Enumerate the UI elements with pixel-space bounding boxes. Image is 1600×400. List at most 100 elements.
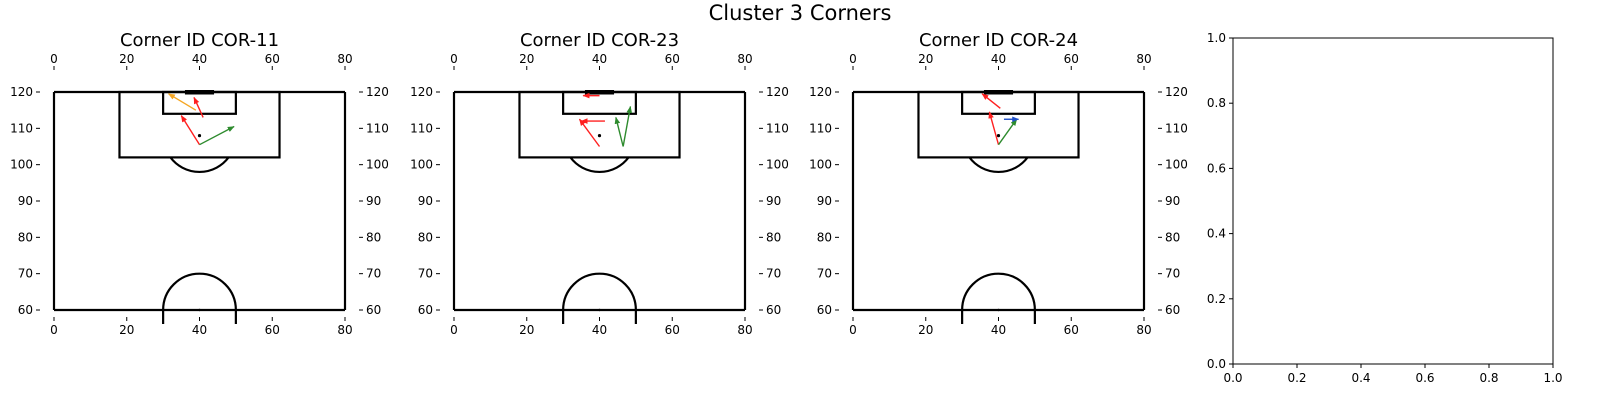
pass-arrow-red [180,115,201,146]
subplot-title: Corner ID COR-11 [120,30,279,51]
y-tick-label-left: 100 [809,158,832,172]
y-tick-label-left: 90 [817,194,832,208]
centre-spot [198,308,201,312]
y-tick-label-right: 60 [766,303,781,317]
pitch-subplot-2: Corner ID COR-23 0 0 20 20 40 40 60 60 80 80 60 60 70… [410,30,789,337]
y-tick-label-right: 120 [1165,85,1188,99]
y-tick-label: 0.2 [1207,292,1226,306]
pass-arrow-green [199,125,235,146]
figure-suptitle: Cluster 3 Corners [709,1,892,25]
centre-spot [997,308,1000,312]
penalty-spot [597,134,602,138]
x-tick-label-bottom: 80 [737,323,752,337]
y-tick-label-left: 70 [18,267,33,281]
x-tick-label-bottom: 60 [265,323,280,337]
pass-arrow-orange [167,93,197,111]
y-tick-label-right: 90 [766,194,781,208]
x-tick-label-bottom: 60 [665,323,680,337]
y-tick-label-left: 110 [410,121,433,135]
x-tick-label: 0.6 [1415,371,1434,385]
x-tick-label-bottom: 80 [1136,323,1151,337]
subplot-title: Corner ID COR-24 [919,30,1078,51]
x-tick-label-top: 80 [1136,52,1151,66]
y-tick-label-left: 80 [418,230,433,244]
y-tick-label-right: 90 [366,194,381,208]
x-tick-label-top: 80 [337,52,352,66]
x-tick-label-bottom: 20 [519,323,534,337]
pass-arrow-red [578,118,601,147]
y-tick-label-left: 90 [418,194,433,208]
y-tick-label-right: 90 [1165,194,1180,208]
y-tick-label-right: 60 [1165,303,1180,317]
empty-axes-frame [1232,37,1554,365]
pitch-markings [851,90,1146,324]
subplot-panels: Corner ID COR-11 0 0 20 20 40 40 60 60 80 80 60 60 70… [10,30,1562,385]
y-tick-label-right: 120 [366,85,389,99]
y-tick-label-right: 100 [366,158,389,172]
penalty-arc [569,156,630,174]
x-tick-label-bottom: 80 [337,323,352,337]
x-tick-label: 1.0 [1543,371,1562,385]
x-tick-label: 0.8 [1479,371,1498,385]
x-tick-label-top: 60 [265,52,280,66]
x-tick-label-bottom: 20 [918,323,933,337]
y-tick-label-right: 80 [1165,230,1180,244]
x-tick-label-bottom: 40 [991,323,1006,337]
centre-circle [162,272,237,324]
y-tick-label-right: 100 [1165,158,1188,172]
x-tick-label-top: 0 [50,52,58,66]
pitch-markings [452,90,747,324]
y-tick-label-right: 80 [766,230,781,244]
x-tick-label-top: 20 [519,52,534,66]
y-tick-label: 0.8 [1207,96,1226,110]
x-tick-label: 0.4 [1351,371,1370,385]
penalty-area [917,90,1080,159]
x-tick-label-top: 40 [592,52,607,66]
centre-spot [598,308,601,312]
y-tick-label-right: 80 [366,230,381,244]
x-tick-label-top: 80 [737,52,752,66]
x-tick-label-top: 0 [450,52,458,66]
y-tick-label-left: 60 [418,303,433,317]
y-tick-label-left: 60 [18,303,33,317]
y-tick-label-right: 60 [366,303,381,317]
y-tick-label-right: 120 [766,85,789,99]
pass-arrow-green [622,105,633,147]
x-tick-label-top: 20 [918,52,933,66]
penalty-spot [197,134,202,138]
y-tick-label-right: 70 [766,267,781,281]
y-tick-label-left: 120 [410,85,433,99]
y-tick-label-left: 80 [817,230,832,244]
x-tick-label-top: 20 [119,52,134,66]
x-tick-label-bottom: 60 [1064,323,1079,337]
y-tick-label-left: 120 [10,85,33,99]
y-tick-label-left: 110 [809,121,832,135]
x-tick-label-top: 40 [991,52,1006,66]
y-tick-label-left: 80 [18,230,33,244]
x-tick-label-bottom: 40 [192,323,207,337]
x-tick-label-bottom: 0 [849,323,857,337]
penalty-spot [996,134,1001,138]
subplot-title: Corner ID COR-23 [520,30,679,51]
y-tick-label-left: 110 [10,121,33,135]
pitch-subplot-3: Corner ID COR-24 0 0 20 20 40 40 60 60 80 80 60 60 70… [809,30,1188,337]
pass-arrow-green [997,118,1018,146]
pass-arrow-red [981,93,1001,109]
y-tick-label: 1.0 [1207,31,1226,45]
y-tick-label-right: 70 [366,267,381,281]
x-tick-label-top: 40 [192,52,207,66]
x-tick-label-bottom: 0 [450,323,458,337]
y-tick-label-left: 90 [18,194,33,208]
pass-arrow-red [988,111,1000,145]
empty-subplot: 0.0 0.2 0.4 0.6 0.8 1.0 0.0 0.2 0.4 0.6 0.8 1.0 [1207,31,1563,385]
y-tick-label: 0.4 [1207,227,1226,241]
y-tick-label-right: 100 [766,158,789,172]
y-tick-label-right: 110 [1165,121,1188,135]
y-tick-label-right: 70 [1165,267,1180,281]
six-yard-box [961,90,1036,115]
y-tick-label-left: 70 [817,267,832,281]
y-tick-label-left: 70 [418,267,433,281]
y-tick-label-right: 110 [766,121,789,135]
x-tick-label-top: 60 [665,52,680,66]
